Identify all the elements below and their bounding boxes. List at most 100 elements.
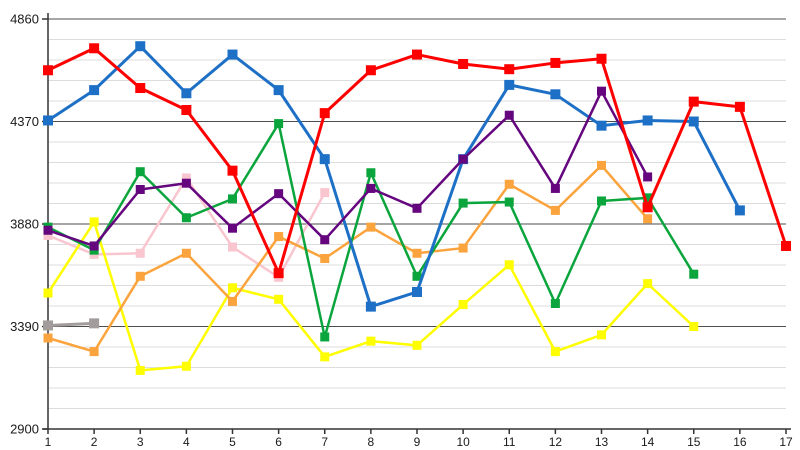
series-orange-point-marker: [228, 296, 237, 306]
x-tick-label: 8: [368, 435, 375, 449]
series-blue-point-marker: [273, 85, 284, 96]
series-green-point-marker: [597, 196, 606, 206]
series-purple-point-marker: [228, 223, 237, 233]
series-red-point-marker: [365, 65, 376, 76]
series-purple-point-marker: [274, 189, 284, 199]
series-blue-point-marker: [412, 286, 422, 297]
series-orange-point-marker: [135, 271, 145, 281]
series-purple-point-marker: [504, 110, 514, 120]
series-yellow-point-marker: [504, 260, 514, 270]
series-yellow-point-marker: [181, 361, 191, 371]
series-green-point-marker: [689, 269, 699, 279]
series-purple-point-marker: [412, 203, 422, 213]
series-red-point-marker: [734, 101, 745, 112]
series-green-point-marker: [320, 332, 330, 342]
series-blue-point-marker: [504, 79, 515, 90]
series-yellow-point-marker: [43, 288, 53, 298]
series-purple-point-marker: [181, 178, 191, 188]
series-blue-line: [46, 44, 742, 309]
series-yellow-point-marker: [89, 217, 99, 227]
series-orange-point-marker: [181, 248, 191, 258]
series-red-point-marker: [273, 268, 284, 279]
series-orange-line: [46, 164, 649, 353]
series-green-point-marker: [274, 119, 284, 129]
x-tick-label: 6: [275, 435, 282, 449]
series-red-point-marker: [781, 240, 791, 251]
series-blue-point-marker: [642, 115, 653, 126]
series-green-point-marker: [643, 193, 653, 203]
series-yellow-point-marker: [228, 283, 237, 293]
series-orange-point-marker: [643, 214, 653, 224]
series-red-point-marker: [550, 57, 561, 68]
x-tick-label: 17: [779, 435, 793, 449]
series-red-point-marker: [596, 53, 607, 64]
series-blue-point-marker: [734, 205, 745, 216]
series-pink-point-marker: [320, 188, 330, 198]
series-blue-point-marker: [688, 116, 699, 127]
series-orange-point-marker: [89, 347, 99, 357]
series-yellow-point-marker: [274, 294, 284, 304]
series-green-point-marker: [135, 167, 145, 177]
series-red-point-marker: [89, 43, 100, 54]
series-orange-point-marker: [274, 232, 284, 242]
series-blue-point-marker: [89, 85, 100, 96]
series-gray-point-marker: [89, 318, 100, 329]
series-orange-point-marker: [458, 243, 468, 253]
series-red-point-marker: [642, 202, 653, 213]
series-purple-point-marker: [320, 235, 330, 245]
x-tick-label: 15: [687, 435, 701, 449]
series-purple-point-marker: [135, 184, 145, 194]
series-yellow-point-marker: [320, 352, 330, 362]
series-orange-point-marker: [412, 248, 422, 258]
y-tick-label: 3390: [10, 319, 39, 334]
x-tick-label: 3: [137, 435, 144, 449]
y-tick-label: 4370: [10, 114, 39, 129]
series-blue-point-marker: [596, 120, 607, 131]
series-blue-point-marker: [365, 301, 376, 312]
series-red-point-marker: [504, 64, 515, 75]
series-red-point-marker: [319, 108, 330, 119]
series-red-point-marker: [227, 165, 238, 176]
series-red-point-marker: [181, 104, 192, 115]
series-red-line: [46, 46, 788, 275]
series-yellow-point-marker: [689, 322, 699, 331]
x-tick-label: 7: [321, 435, 328, 449]
y-tick-label: 4860: [10, 12, 39, 27]
series-green-point-marker: [366, 168, 376, 178]
series-yellow-point-marker: [550, 347, 560, 357]
series-yellow-point-marker: [458, 300, 468, 310]
series-yellow-point-marker: [412, 340, 422, 350]
series-blue-point-marker: [43, 115, 53, 126]
series-blue-point-marker: [227, 49, 238, 60]
y-tick-label: 2900: [10, 422, 39, 437]
x-tick-label: 5: [229, 435, 236, 449]
series-red-point-marker: [458, 58, 469, 69]
series-gray-line: [46, 321, 96, 327]
series-yellow-point-marker: [597, 330, 606, 340]
series-yellow-point-marker: [643, 279, 653, 289]
series-yellow-point-marker: [366, 336, 376, 346]
x-tick-label: 9: [414, 435, 421, 449]
series-green-point-marker: [550, 298, 560, 308]
series-green-point-marker: [458, 198, 468, 208]
series-purple-point-marker: [43, 225, 53, 235]
series-green-point-marker: [412, 271, 422, 281]
series-pink-point-marker: [228, 242, 237, 252]
series-purple-point-marker: [550, 183, 560, 193]
series-purple-point-marker: [89, 241, 99, 251]
x-tick-label: 4: [183, 435, 190, 449]
series-gray-point-marker: [43, 320, 53, 331]
series-green-point-marker: [228, 194, 237, 204]
series-orange-point-marker: [550, 205, 560, 215]
series-orange-point-marker: [597, 160, 606, 170]
x-tick-label: 13: [595, 435, 609, 449]
series-purple-line: [46, 89, 649, 248]
series-green-point-marker: [181, 213, 191, 223]
y-tick-label: 3880: [10, 217, 39, 232]
x-tick-label: 12: [549, 435, 563, 449]
series-red-point-marker: [43, 65, 53, 76]
series-orange-point-marker: [366, 222, 376, 232]
series-blue-point-marker: [550, 89, 561, 100]
